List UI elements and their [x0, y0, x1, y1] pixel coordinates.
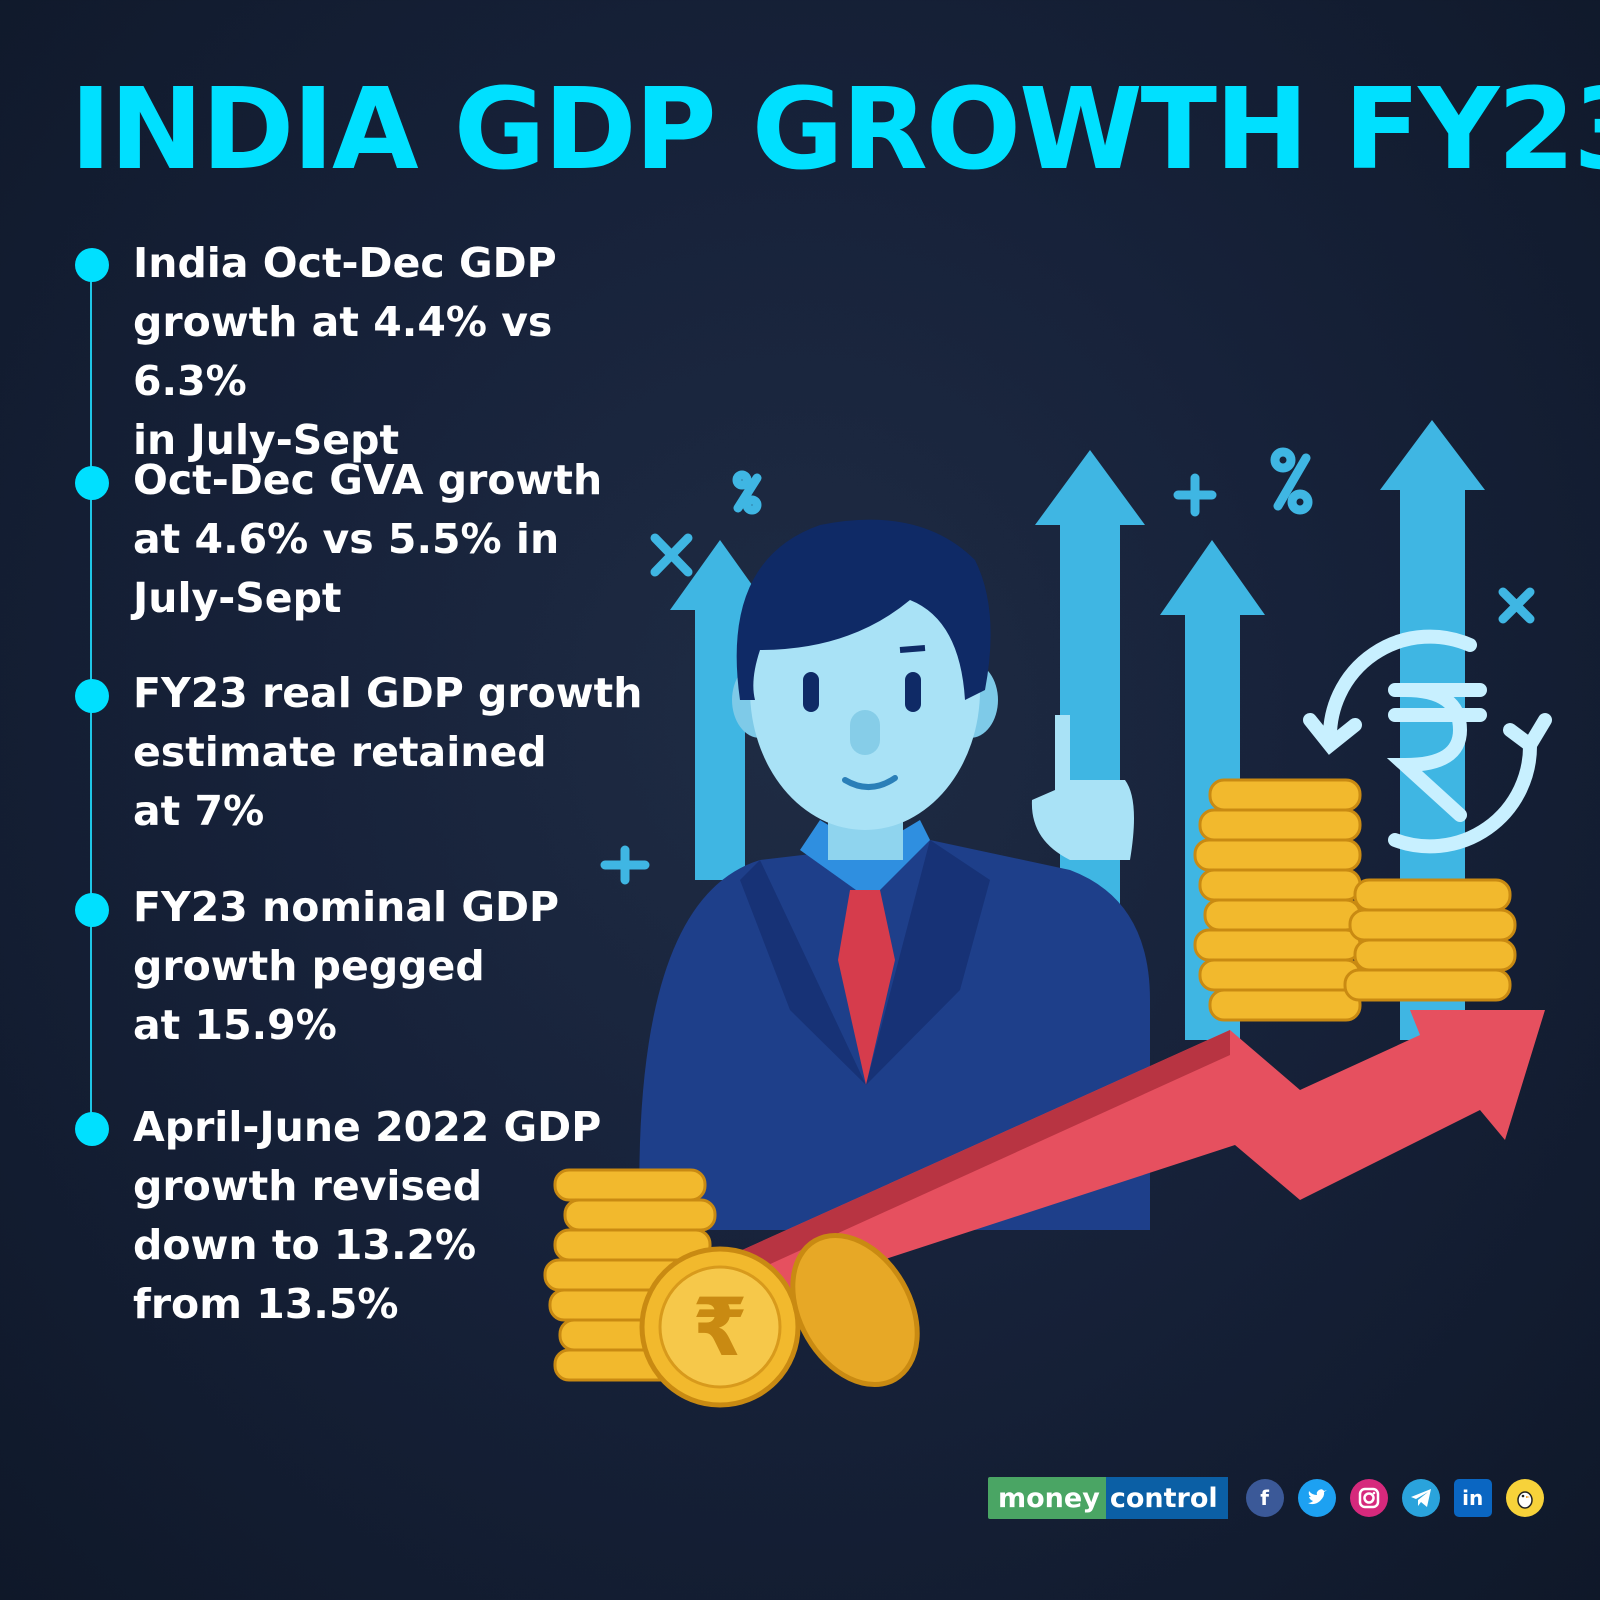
bullet-dot — [75, 679, 109, 713]
footer: money control f in — [988, 1475, 1544, 1521]
rupee-cycle-icon — [1303, 629, 1552, 854]
svg-text:₹: ₹ — [692, 1281, 748, 1374]
moneycontrol-logo[interactable]: money control — [988, 1477, 1228, 1519]
math-symbols — [600, 447, 1535, 885]
linkedin-icon[interactable]: in — [1453, 1479, 1492, 1517]
brand-part1: money — [988, 1477, 1106, 1519]
social-links: f in — [1245, 1479, 1544, 1517]
point-1: India Oct-Dec GDP growth at 4.4% vs 6.3%… — [133, 239, 557, 464]
point-3: FY23 real GDP growth estimate retained a… — [133, 669, 643, 835]
rupee-coins: ₹ — [639, 1232, 920, 1408]
growth-arrow — [720, 1010, 1545, 1300]
point-4: FY23 nominal GDP growth pegged at 15.9% — [133, 883, 560, 1049]
twitter-icon[interactable] — [1297, 1479, 1336, 1517]
point-5: April-June 2022 GDP growth revised down … — [133, 1103, 602, 1328]
koo-icon[interactable] — [1505, 1479, 1544, 1517]
bullet-dot — [75, 893, 109, 927]
brand-part2: control — [1105, 1477, 1228, 1519]
page-title: INDIA GDP GROWTH FY23 — [70, 65, 1600, 195]
facebook-icon[interactable]: f — [1245, 1479, 1284, 1517]
point-2: Oct-Dec GVA growth at 4.6% vs 5.5% in Ju… — [133, 456, 603, 622]
bullet-dot — [75, 1112, 109, 1146]
bullet-dot — [75, 466, 109, 500]
businessman-growth-illustration: ₹ — [543, 420, 1552, 1408]
instagram-icon[interactable] — [1349, 1479, 1388, 1517]
bullet-dot — [75, 248, 109, 282]
telegram-icon[interactable] — [1401, 1479, 1440, 1517]
